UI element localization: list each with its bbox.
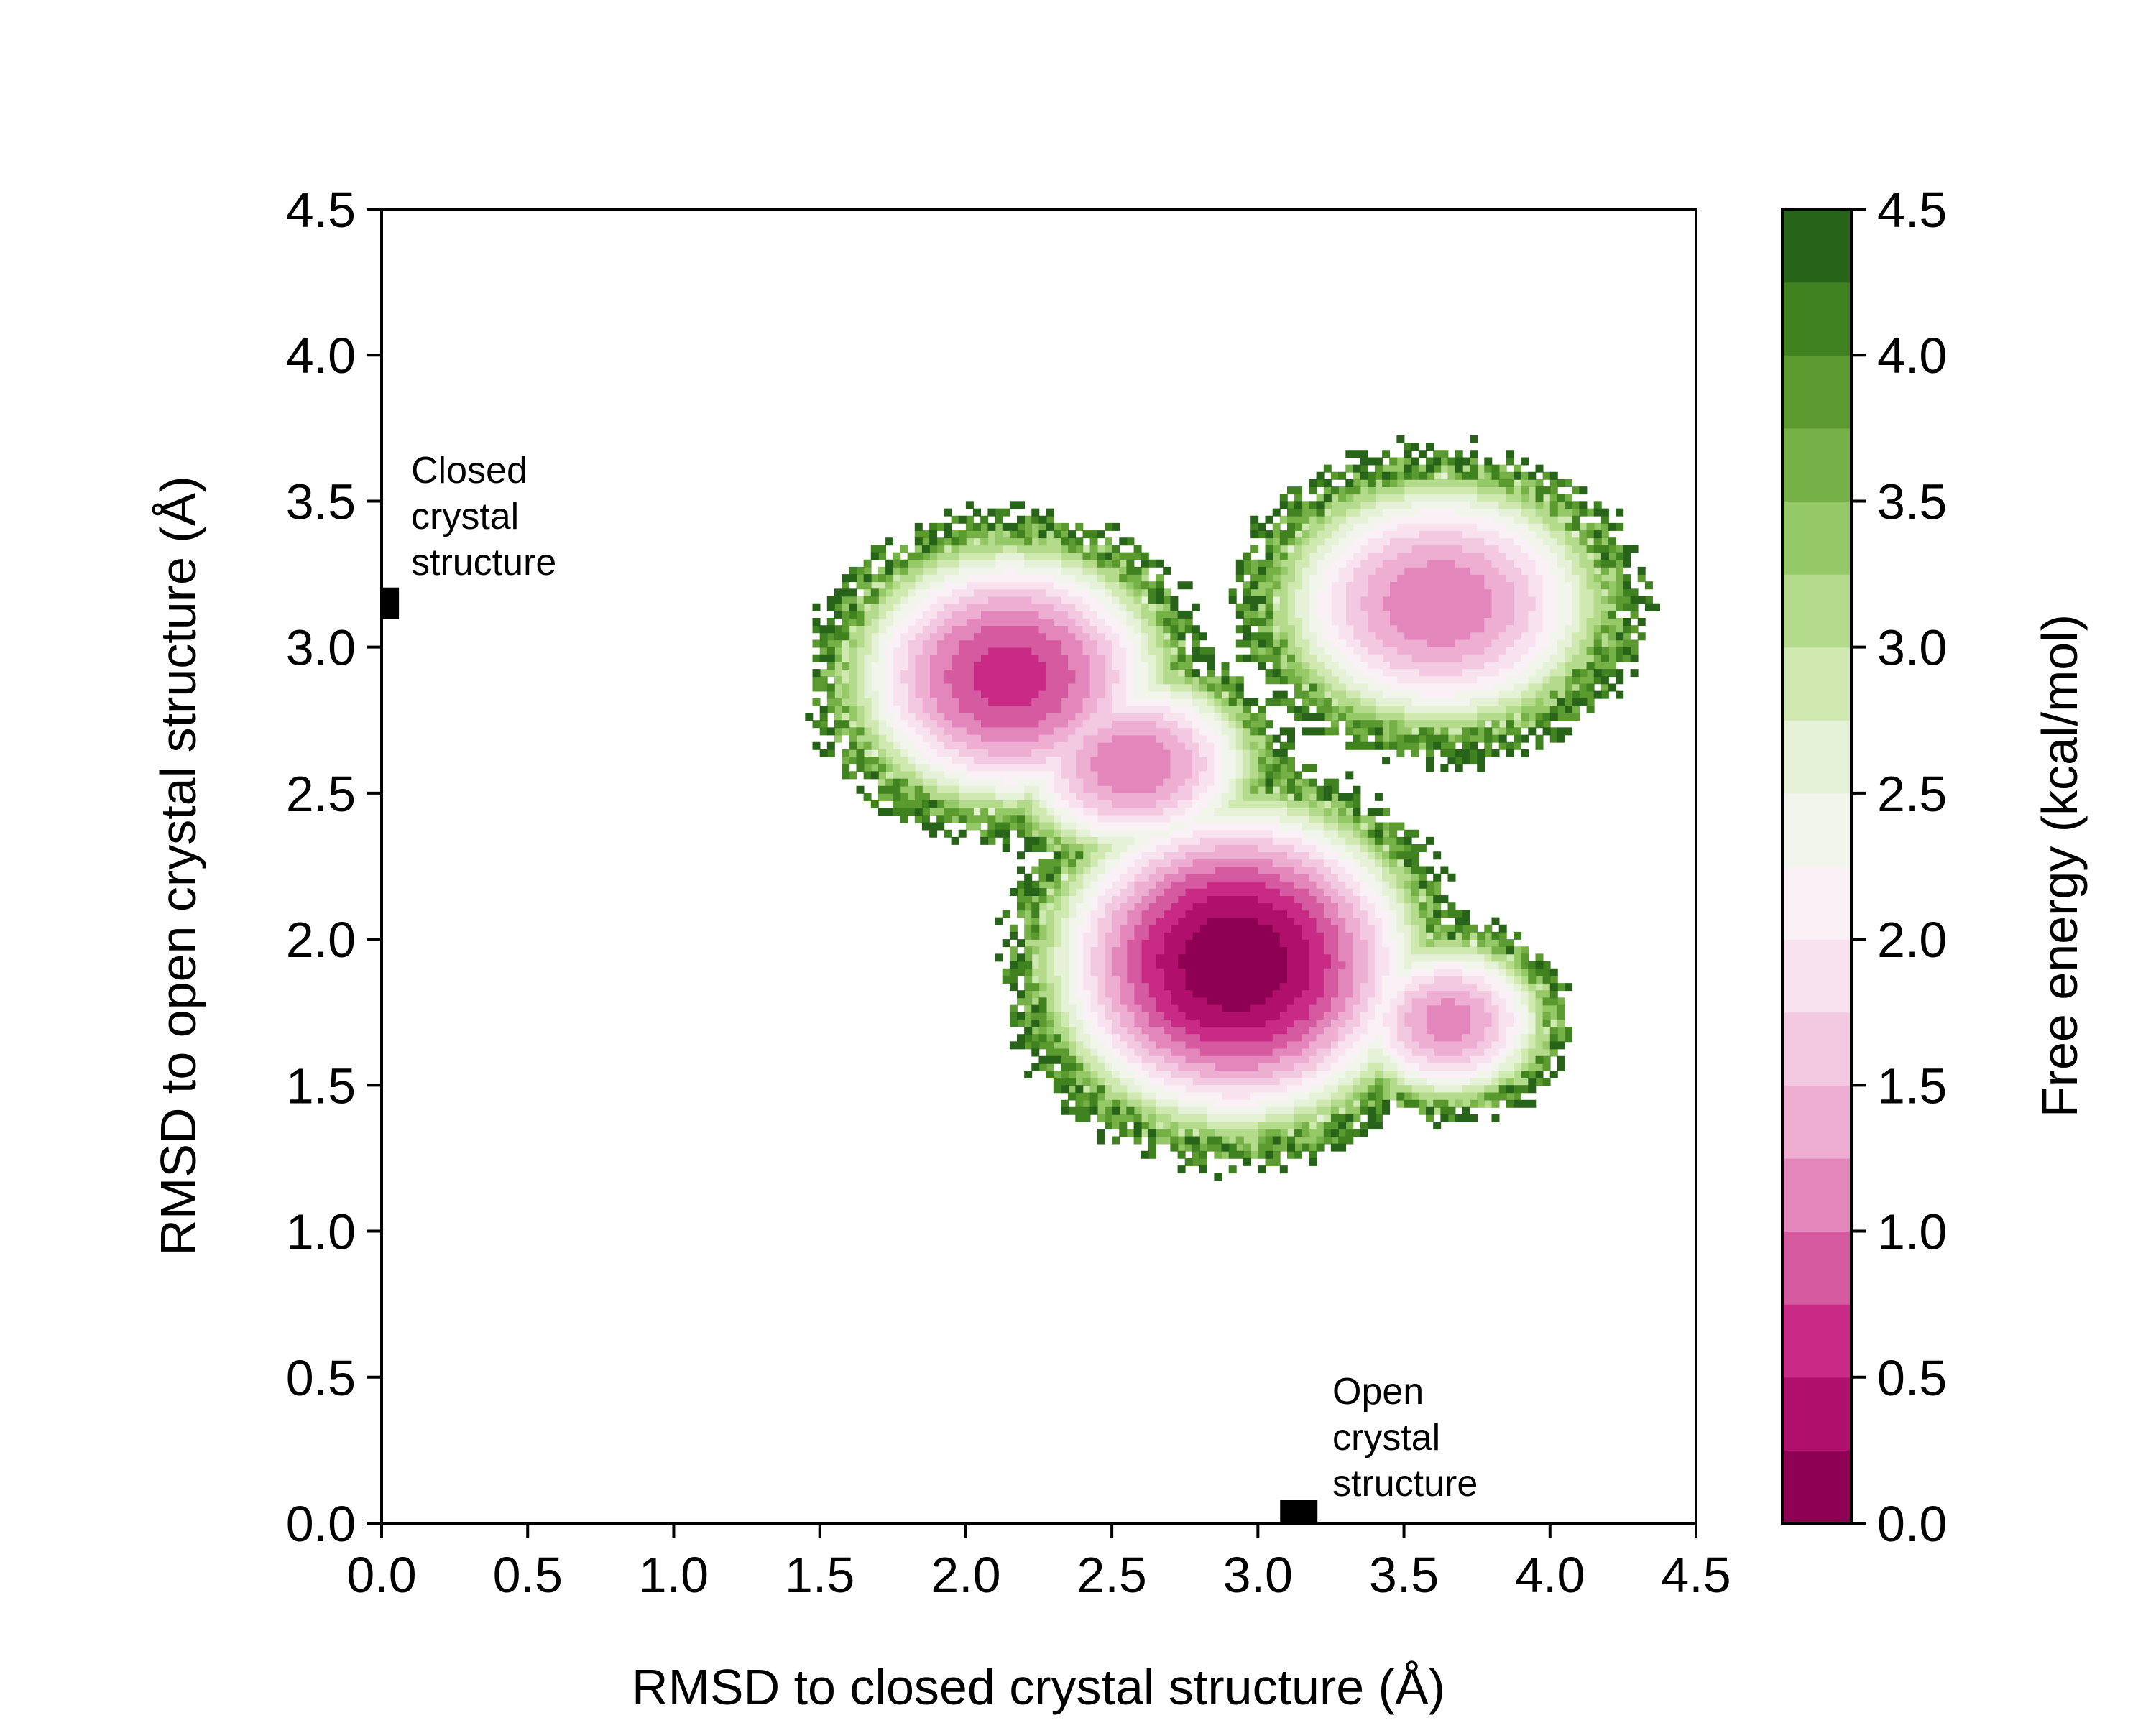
colorbar-tick-label: 0.0	[1877, 1496, 1947, 1552]
colorbar-segment-12	[1782, 574, 1851, 648]
colorbar-segment-1	[1782, 1377, 1851, 1451]
annotations: ClosedcrystalstructureOpencrystalstructu…	[382, 450, 1478, 1523]
y-tick-label: 2.5	[286, 766, 356, 822]
annotation-text: structure	[411, 542, 556, 583]
x-tick-label: 0.0	[346, 1547, 416, 1603]
y-tick-label: 3.0	[286, 620, 356, 676]
colorbar-segment-5	[1782, 1085, 1851, 1159]
x-tick-label: 3.5	[1369, 1547, 1439, 1603]
y-tick-label: 1.5	[286, 1058, 356, 1114]
colorbar-segment-17	[1782, 209, 1851, 283]
contour-level-5	[914, 545, 1514, 1078]
colorbar-label: Free energy (kcal/mol)	[2032, 614, 2088, 1117]
annotation-text: Open	[1332, 1371, 1424, 1413]
y-tick-label: 0.5	[286, 1350, 356, 1406]
colorbar-tick-label: 3.0	[1877, 620, 1947, 676]
plot-frame	[380, 208, 1697, 1525]
contour-level-0	[1177, 917, 1288, 1013]
colorbar-tick-label: 3.5	[1877, 473, 1947, 530]
colorbar-tick-label: 2.5	[1877, 766, 1947, 822]
y-tick-label: 0.0	[286, 1496, 356, 1552]
y-tick-label: 4.5	[286, 182, 356, 238]
x-tick-label: 2.5	[1077, 1547, 1146, 1603]
open-structure-marker	[1280, 1500, 1318, 1523]
x-tick-label: 3.0	[1223, 1547, 1293, 1603]
x-tick-label: 1.0	[639, 1547, 709, 1603]
x-tick-label: 0.5	[493, 1547, 563, 1603]
contour-level-16	[812, 443, 1653, 1174]
colorbar-tick-label: 4.0	[1877, 328, 1947, 384]
contour-level-14	[819, 457, 1631, 1159]
colorbar-segment-6	[1782, 1012, 1851, 1086]
y-tick-label: 4.0	[286, 328, 356, 384]
y-tick-label: 2.0	[286, 912, 356, 968]
colorbar-segment-16	[1782, 282, 1851, 356]
contour-level-8	[885, 508, 1558, 1108]
colorbar-segment-15	[1782, 355, 1851, 429]
colorbar-segment-14	[1782, 428, 1851, 502]
colorbar-segment-9	[1782, 793, 1851, 867]
colorbar: 0.0 0.5 1.0 1.5 2.0 2.5 3.0 3.5 4.0 4.5	[1781, 182, 1947, 1552]
annotation-text: structure	[1332, 1463, 1478, 1505]
colorbar-tick-label: 1.0	[1877, 1204, 1947, 1260]
y-tick-label: 1.0	[286, 1204, 356, 1260]
colorbar-tick-label: 0.5	[1877, 1350, 1947, 1406]
y-tick-label: 3.5	[286, 473, 356, 530]
colorbar-segment-3	[1782, 1231, 1851, 1305]
colorbar-tick-label: 1.5	[1877, 1058, 1947, 1114]
annotation-text: crystal	[411, 496, 519, 537]
x-tick-label: 2.0	[931, 1547, 1000, 1603]
contour-level-17	[805, 435, 1660, 1181]
x-tick-label: 4.0	[1515, 1547, 1585, 1603]
colorbar-segment-2	[1782, 1304, 1851, 1378]
contour-level-7	[893, 522, 1544, 1101]
contour-level-10	[863, 471, 1580, 1122]
colorbar-segment-7	[1782, 939, 1851, 1013]
closed-structure-marker	[382, 587, 400, 619]
contour-level-12	[834, 464, 1617, 1152]
annotation-text: Closed	[411, 450, 528, 491]
colorbar-segment-8	[1782, 866, 1851, 940]
colorbar-frame	[1781, 208, 1853, 1525]
colorbar-segment-0	[1782, 1450, 1851, 1524]
x-tick-label: 1.5	[785, 1547, 854, 1603]
colorbar-segment-4	[1782, 1158, 1851, 1232]
x-axis-label: RMSD to closed crystal structure (Å)	[632, 1659, 1445, 1715]
x-axis: 0.0 0.5 1.0 1.5 2.0 2.5 3.0 3.5 4.0 4.5	[346, 1523, 1731, 1603]
annotation-text: crystal	[1332, 1417, 1440, 1459]
contour-level-2	[973, 647, 1332, 1043]
colorbar-tick-label: 4.5	[1877, 182, 1947, 238]
contour-level-4	[929, 559, 1493, 1071]
y-axis-label: RMSD to open crystal structure (Å)	[150, 476, 206, 1255]
x-tick-label: 4.5	[1661, 1547, 1731, 1603]
colorbar-tick-label: 2.0	[1877, 912, 1947, 968]
colorbar-segment-10	[1782, 720, 1851, 794]
y-axis: 0.0 0.5 1.0 1.5 2.0 2.5 3.0 3.5 4.0 4.5	[286, 182, 382, 1552]
free-energy-contours	[805, 435, 1660, 1181]
colorbar-segment-13	[1782, 501, 1851, 575]
contour-level-1	[1156, 895, 1310, 1027]
colorbar-segment-11	[1782, 647, 1851, 721]
